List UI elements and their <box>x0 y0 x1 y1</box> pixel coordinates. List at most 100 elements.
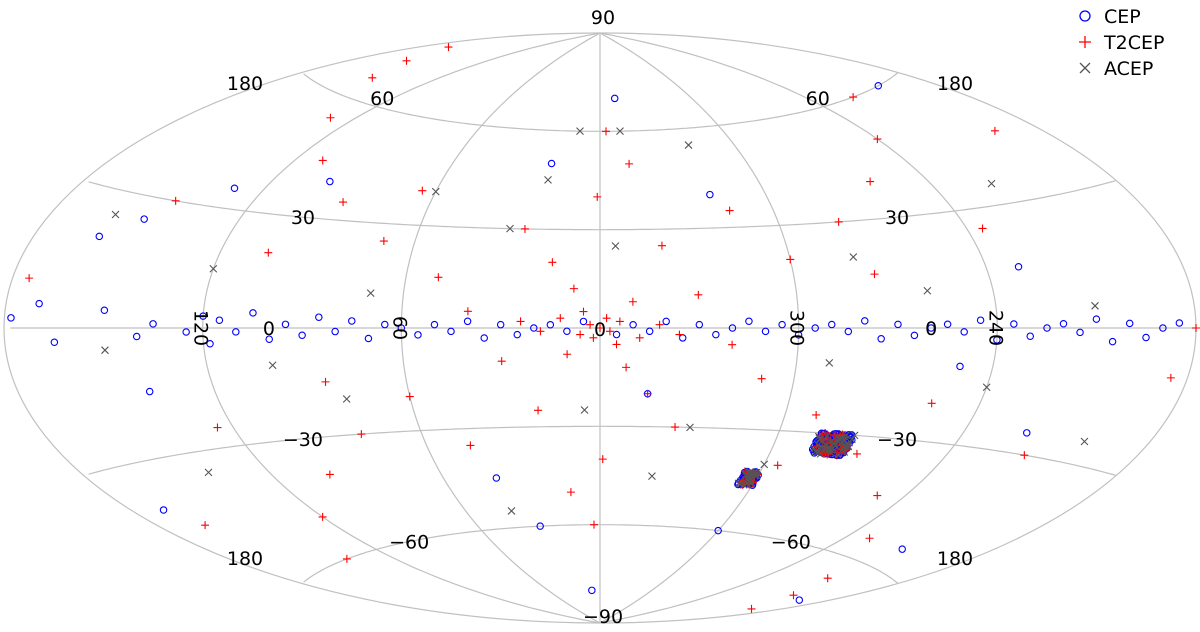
cep-point <box>1043 324 1051 332</box>
cep-point <box>492 474 501 482</box>
legend: CEP T2CEP ACEP <box>1079 6 1164 80</box>
t2cep-point <box>927 399 936 408</box>
cep-point <box>877 335 885 343</box>
cep-point <box>1023 429 1031 437</box>
t2cep-point <box>536 327 545 336</box>
lmc-acep-point <box>834 451 842 460</box>
t2cep-point <box>402 56 411 65</box>
t2cep-point <box>434 273 443 282</box>
lmc-acep-point <box>814 441 823 449</box>
t2cep-point <box>747 604 756 613</box>
parallel-label: −30 <box>877 429 917 451</box>
cep-point <box>712 330 720 339</box>
cep-point <box>145 387 154 396</box>
t2cep-point <box>548 258 557 267</box>
t2cep-point <box>589 520 598 529</box>
t2cep-point <box>789 591 798 600</box>
acep-point <box>431 187 440 196</box>
meridian-label: 180 <box>227 548 263 570</box>
cep-point <box>844 327 853 336</box>
t2cep-point <box>379 237 388 246</box>
cep-point <box>1026 332 1034 340</box>
t2cep-point <box>466 441 475 450</box>
cep-point <box>662 317 670 326</box>
acep-point <box>268 361 277 370</box>
t2cep-point <box>757 374 766 383</box>
t2cep-point <box>1020 451 1029 460</box>
t2cep-point <box>694 290 703 299</box>
coordinate-grid <box>3 32 1197 624</box>
cep-point <box>547 159 556 168</box>
lmc-acep-point <box>814 432 823 441</box>
cep-point <box>778 320 786 329</box>
t2cep-point <box>342 554 351 563</box>
acep-point <box>987 179 996 188</box>
t2cep-point <box>556 314 565 323</box>
acep-point <box>1091 301 1099 310</box>
t2cep-point <box>773 461 782 470</box>
t2cep-point <box>786 255 795 264</box>
parallel-label: 30 <box>885 207 909 229</box>
t2cep-point <box>579 307 588 316</box>
cep-point <box>159 506 168 514</box>
t2cep-point <box>849 93 858 102</box>
parallel-label: −90 <box>583 606 623 628</box>
acep-point <box>507 507 516 515</box>
meridian-line <box>400 32 601 624</box>
cep-point <box>414 331 422 339</box>
cep-point <box>480 334 488 342</box>
cep-point <box>397 324 406 332</box>
lmc-acep-point <box>834 437 843 446</box>
cep-point <box>326 177 334 186</box>
t2cep-point <box>444 43 453 52</box>
cep-point <box>1014 263 1023 271</box>
cep-point <box>100 306 109 314</box>
parallel-label: −60 <box>389 532 429 554</box>
cep-point <box>612 330 621 339</box>
meridian-label: 0 <box>594 319 606 341</box>
cep-point <box>927 324 935 332</box>
lmc-acep-point <box>833 443 842 451</box>
cep-point <box>1175 319 1184 327</box>
acep-point <box>825 359 834 367</box>
cep-point <box>828 320 836 329</box>
smc-acep-point <box>736 479 745 488</box>
cep-point <box>1159 324 1167 332</box>
cep-point <box>463 317 472 326</box>
acep-point <box>849 253 858 261</box>
parallel-label: −60 <box>771 532 811 554</box>
meridian-label: 180 <box>227 73 263 95</box>
t2cep-point <box>725 206 734 215</box>
acep-point <box>366 289 375 297</box>
meridian-label: 180 <box>937 73 973 95</box>
cep-point <box>7 314 15 322</box>
cep-point <box>695 320 704 329</box>
meridian-label: 240 <box>984 310 1006 346</box>
t2cep-point <box>213 423 222 432</box>
t2cep-point <box>325 470 334 479</box>
smc-acep-point <box>744 475 753 484</box>
legend-cep-marker <box>1079 10 1091 22</box>
t2cep-point <box>866 177 875 186</box>
acep-point <box>204 468 213 477</box>
cep-point <box>745 317 753 326</box>
acep-point <box>648 472 656 481</box>
cep-point <box>182 328 190 336</box>
t2cep-point <box>520 224 529 233</box>
t2cep-point <box>318 512 327 521</box>
meridian-label: 60 <box>370 88 394 110</box>
t2cep-point <box>990 126 999 135</box>
cep-point <box>645 327 654 336</box>
meridian-label: 180 <box>937 548 973 570</box>
t2cep-point <box>418 186 427 195</box>
lmc-acep-point <box>816 449 825 458</box>
t2cep-point <box>671 423 680 432</box>
lmc-acep-point <box>840 448 849 456</box>
acep-point <box>686 423 694 432</box>
t2cep-point <box>171 196 180 205</box>
t2cep-point <box>405 392 414 401</box>
t2cep-point <box>357 430 366 439</box>
lmc-acep-point <box>811 447 820 456</box>
acep-point <box>111 210 120 219</box>
